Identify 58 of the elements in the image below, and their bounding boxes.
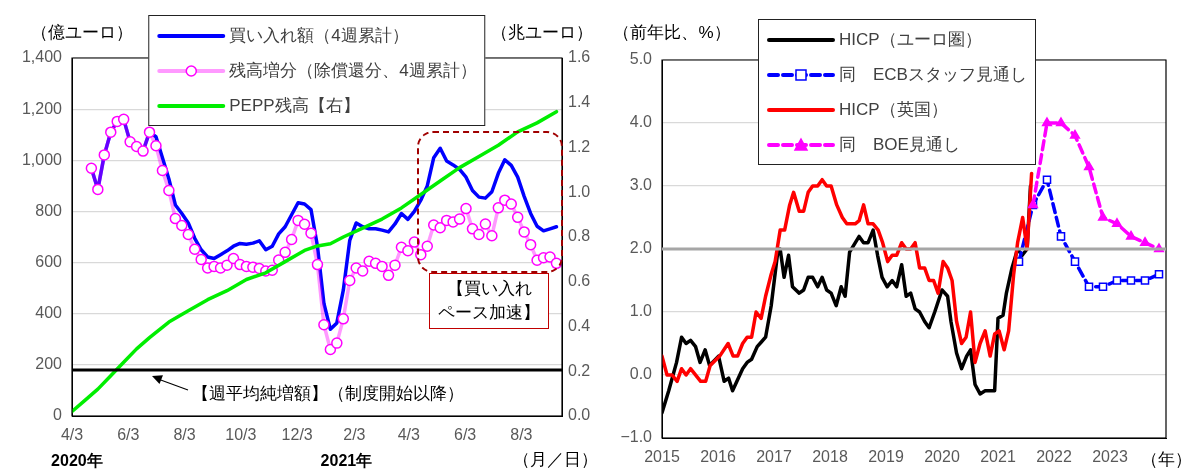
legend-label: HICP（英国） <box>839 99 948 121</box>
y2-tick-label: 1.4 <box>568 93 591 111</box>
x-tick-label: 2017 <box>756 448 792 466</box>
y2-tick-label: 0.8 <box>568 227 591 245</box>
text: 2021年 <box>320 452 373 470</box>
y-axis-title: （前年比、%） <box>613 22 731 42</box>
y-tick-label: −1.0 <box>620 428 653 446</box>
y2-axis-title: （兆ユーロ） <box>491 22 593 42</box>
x-tick-label: 2022 <box>1036 448 1072 466</box>
y2-tick-label: 1.2 <box>568 137 591 155</box>
x-tick-label: 2015 <box>644 448 680 466</box>
y2-tick-label: 1.0 <box>568 182 591 200</box>
legend-label: 【週平均純増額】（制度開始以降） <box>192 383 464 403</box>
y-tick-label: 600 <box>35 252 63 270</box>
y-tick-label: 1,200 <box>21 99 63 117</box>
y-tick-label: 5.0 <box>629 50 653 68</box>
annotation: 【買い入れペース加速】 <box>429 273 550 330</box>
legend-label: PEPP残高【右】 <box>229 95 360 117</box>
y-tick-label: 4.0 <box>629 113 653 131</box>
x-tick-label: 2018 <box>812 448 848 466</box>
x-tick-label: 6/3 <box>117 426 140 444</box>
legend-label: 残高増分（除償還分、4週累計） <box>229 60 477 82</box>
x-tick-label: 8/3 <box>510 426 533 444</box>
y2-tick-label: 0.6 <box>568 272 591 290</box>
y-tick-label: 1.0 <box>629 302 653 320</box>
x-axis-title: （月／日） <box>513 449 598 469</box>
x-tick-label: 4/3 <box>397 426 421 444</box>
x-tick-label: 12/3 <box>281 426 313 444</box>
y-tick-label: 2.0 <box>629 239 653 257</box>
y-tick-label: 0.0 <box>629 365 653 383</box>
y-tick-label: 3.0 <box>629 176 653 194</box>
legend-label: 買い入れ額（4週累計） <box>229 25 409 47</box>
x-tick-label: 2016 <box>700 448 736 466</box>
x-tick-label: 10/3 <box>225 426 257 444</box>
y2-tick-label: 0.2 <box>568 361 591 379</box>
y2-tick-label: 0.4 <box>568 316 591 334</box>
legend-label: 同 ECBスタッフ見通し <box>839 64 1027 86</box>
x-tick-label: 2/3 <box>343 426 366 444</box>
y-tick-label: 400 <box>35 304 63 322</box>
y-tick-label: 200 <box>35 355 63 373</box>
legend-label: HICP（ユーロ圏） <box>839 29 982 51</box>
y-tick-label: 1,000 <box>21 150 63 168</box>
x-tick-label: 8/3 <box>173 426 196 444</box>
x-tick-label: 6/3 <box>453 426 477 444</box>
x-tick-label: 4/3 <box>60 426 84 444</box>
x-tick-label: 2021 <box>980 448 1016 466</box>
legend-label: 同 BOE見通し <box>839 134 960 156</box>
y-tick-label: 1,400 <box>21 48 63 66</box>
x-tick-label: 2023 <box>1092 448 1128 466</box>
y-axis-title: （億ユーロ） <box>31 22 133 42</box>
y2-tick-label: 1.6 <box>568 48 591 66</box>
text: 2020年 <box>51 452 103 470</box>
x-tick-label: 2019 <box>868 448 904 466</box>
y-tick-label: 0 <box>53 406 63 424</box>
x-tick-label: 2020 <box>924 448 960 466</box>
y-tick-label: 800 <box>35 201 63 219</box>
y2-tick-label: 0.0 <box>568 406 591 424</box>
x-axis-title: （年） <box>1140 449 1181 469</box>
